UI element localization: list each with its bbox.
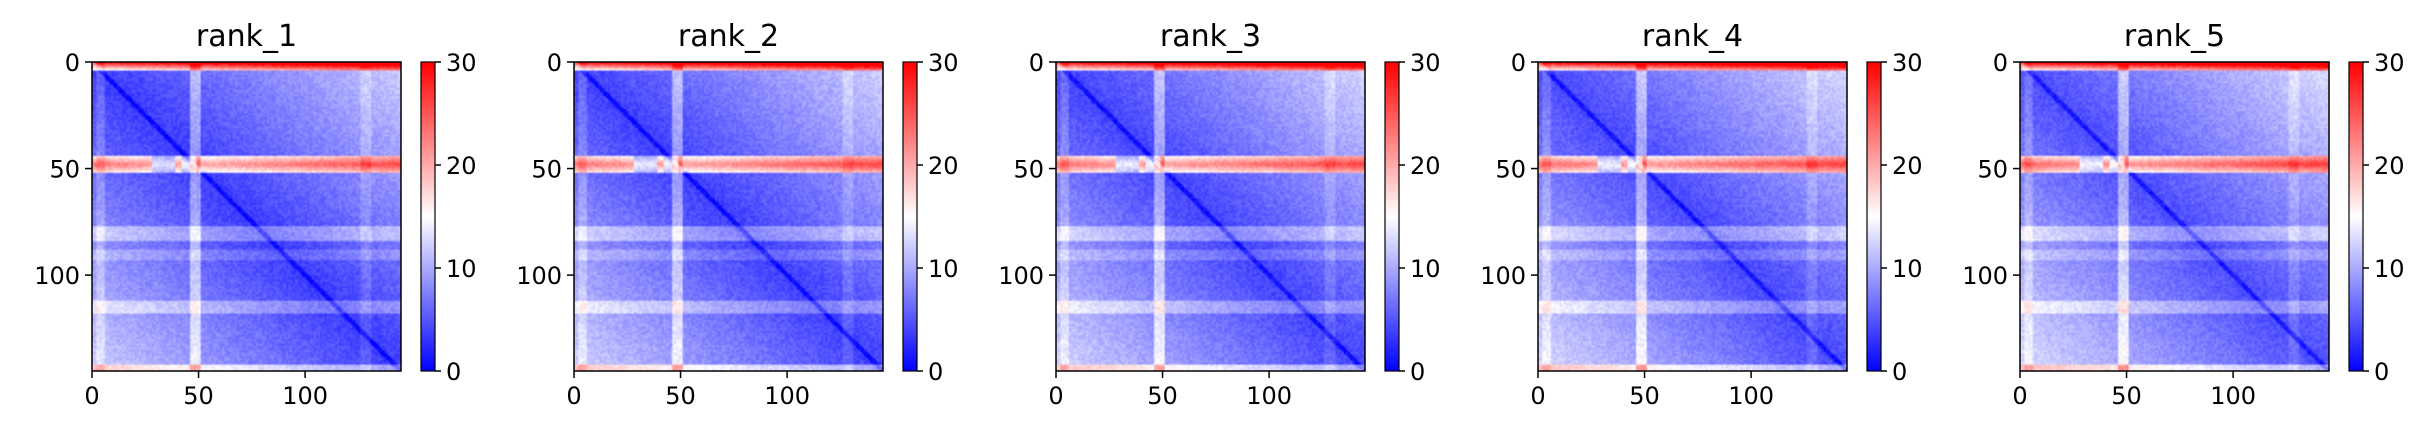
x-tick-label: 50 (1629, 382, 1660, 410)
y-tick-label: 0 (65, 49, 80, 77)
x-tick-label: 100 (2210, 382, 2256, 410)
colorbar-tick-label: 30 (928, 49, 959, 77)
x-tick-label: 0 (566, 382, 581, 410)
colorbar-tick-label: 20 (928, 152, 959, 180)
axes-frame (2019, 61, 2330, 372)
panel-5: rank_5 0 50 100 0 50 100 0 10 20 30 (1962, 19, 2404, 410)
colorbar-tick-label: 10 (1410, 255, 1441, 283)
y-tick-label: 100 (1962, 262, 2008, 290)
colorbar-tick-label: 0 (2374, 358, 2389, 386)
colorbar-tick-label: 0 (928, 358, 943, 386)
x-tick-label: 50 (665, 382, 696, 410)
y-tick-label: 50 (1013, 156, 1044, 184)
y-tick-label: 100 (34, 262, 80, 290)
colorbar-tick-label: 0 (1892, 358, 1907, 386)
colorbar (1866, 61, 1882, 372)
x-tick-label: 50 (1147, 382, 1178, 410)
y-tick-label: 0 (1511, 49, 1526, 77)
x-tick-label: 100 (1246, 382, 1292, 410)
axes-frame (1055, 61, 1366, 372)
heatmap-image (2020, 62, 2329, 371)
colorbar-tick-label: 0 (446, 358, 461, 386)
x-tick-label: 50 (2111, 382, 2142, 410)
colorbar-tick-label: 10 (446, 255, 477, 283)
y-tick-label: 0 (1029, 49, 1044, 77)
y-tick-label: 0 (547, 49, 562, 77)
y-tick-label: 50 (1977, 156, 2008, 184)
axes-frame (1537, 61, 1848, 372)
x-tick-label: 0 (2012, 382, 2027, 410)
colorbar-tick-label: 30 (1892, 49, 1923, 77)
colorbar-tick-label: 20 (2374, 152, 2405, 180)
panel-1: rank_1 0 50 100 0 50 100 0 10 20 30 (34, 19, 476, 410)
heatmap-image (1538, 62, 1847, 371)
panel-title: rank_3 (1160, 19, 1261, 54)
panel-title: rank_4 (1642, 19, 1743, 54)
panel-4: rank_4 0 50 100 0 50 100 0 10 20 30 (1480, 19, 1922, 410)
heatmap-image (574, 62, 883, 371)
y-tick-label: 50 (49, 156, 80, 184)
y-tick-label: 0 (1993, 49, 2008, 77)
x-tick-label: 0 (84, 382, 99, 410)
colorbar (420, 61, 436, 372)
y-tick-label: 50 (531, 156, 562, 184)
colorbar-tick-label: 30 (1410, 49, 1441, 77)
y-tick-label: 50 (1495, 156, 1526, 184)
colorbar-tick-label: 20 (1410, 152, 1441, 180)
colorbar (2348, 61, 2364, 372)
panel-2: rank_2 0 50 100 0 50 100 0 10 20 30 (516, 19, 958, 410)
y-tick-label: 100 (1480, 262, 1526, 290)
axes-frame (91, 61, 402, 372)
colorbar-tick-label: 20 (1892, 152, 1923, 180)
colorbar-tick-label: 10 (2374, 255, 2405, 283)
colorbar (902, 61, 918, 372)
panel-title: rank_5 (2124, 19, 2225, 54)
colorbar-tick-label: 30 (446, 49, 477, 77)
colorbar (1384, 61, 1400, 372)
x-tick-label: 0 (1530, 382, 1545, 410)
x-tick-label: 100 (764, 382, 810, 410)
x-tick-label: 0 (1048, 382, 1063, 410)
x-tick-label: 50 (183, 382, 214, 410)
y-tick-label: 100 (998, 262, 1044, 290)
colorbar-tick-label: 0 (1410, 358, 1425, 386)
colorbar-tick-label: 30 (2374, 49, 2405, 77)
x-tick-label: 100 (1728, 382, 1774, 410)
colorbar-tick-label: 10 (928, 255, 959, 283)
y-tick-label: 100 (516, 262, 562, 290)
panel-3: rank_3 0 50 100 0 50 100 0 10 20 30 (998, 19, 1440, 410)
heatmap-image (92, 62, 401, 371)
heatmap-image (1056, 62, 1365, 371)
colorbar-tick-label: 20 (446, 152, 477, 180)
panel-title: rank_1 (196, 19, 297, 54)
colorbar-tick-label: 10 (1892, 255, 1923, 283)
x-tick-label: 100 (282, 382, 328, 410)
axes-frame (573, 61, 884, 372)
panel-title: rank_2 (678, 19, 779, 54)
